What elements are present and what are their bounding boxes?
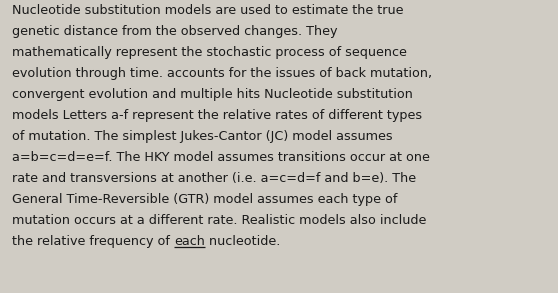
Text: rate and transversions at another (i.e. a=c=d=f and b=e). The: rate and transversions at another (i.e. … — [12, 172, 416, 185]
Text: nucleotide.: nucleotide. — [205, 235, 280, 248]
Text: Nucleotide substitution models are used to estimate the true: Nucleotide substitution models are used … — [12, 4, 403, 17]
Text: of mutation. The simplest Jukes-Cantor (JC) model assumes: of mutation. The simplest Jukes-Cantor (… — [12, 130, 393, 143]
Text: convergent evolution and multiple hits Nucleotide substitution: convergent evolution and multiple hits N… — [12, 88, 413, 101]
Text: evolution through time. accounts for the issues of back mutation,: evolution through time. accounts for the… — [12, 67, 432, 80]
Text: the relative frequency of: the relative frequency of — [12, 235, 174, 248]
Text: General Time-Reversible (GTR) model assumes each type of: General Time-Reversible (GTR) model assu… — [12, 193, 397, 206]
Text: genetic distance from the observed changes. They: genetic distance from the observed chang… — [12, 25, 338, 38]
Text: mutation occurs at a different rate. Realistic models also include: mutation occurs at a different rate. Rea… — [12, 214, 426, 227]
Text: a=b=c=d=e=f. The HKY model assumes transitions occur at one: a=b=c=d=e=f. The HKY model assumes trans… — [12, 151, 430, 164]
Text: models Letters a-f represent the relative rates of different types: models Letters a-f represent the relativ… — [12, 109, 422, 122]
Text: each: each — [174, 235, 205, 248]
Text: mathematically represent the stochastic process of sequence: mathematically represent the stochastic … — [12, 46, 407, 59]
